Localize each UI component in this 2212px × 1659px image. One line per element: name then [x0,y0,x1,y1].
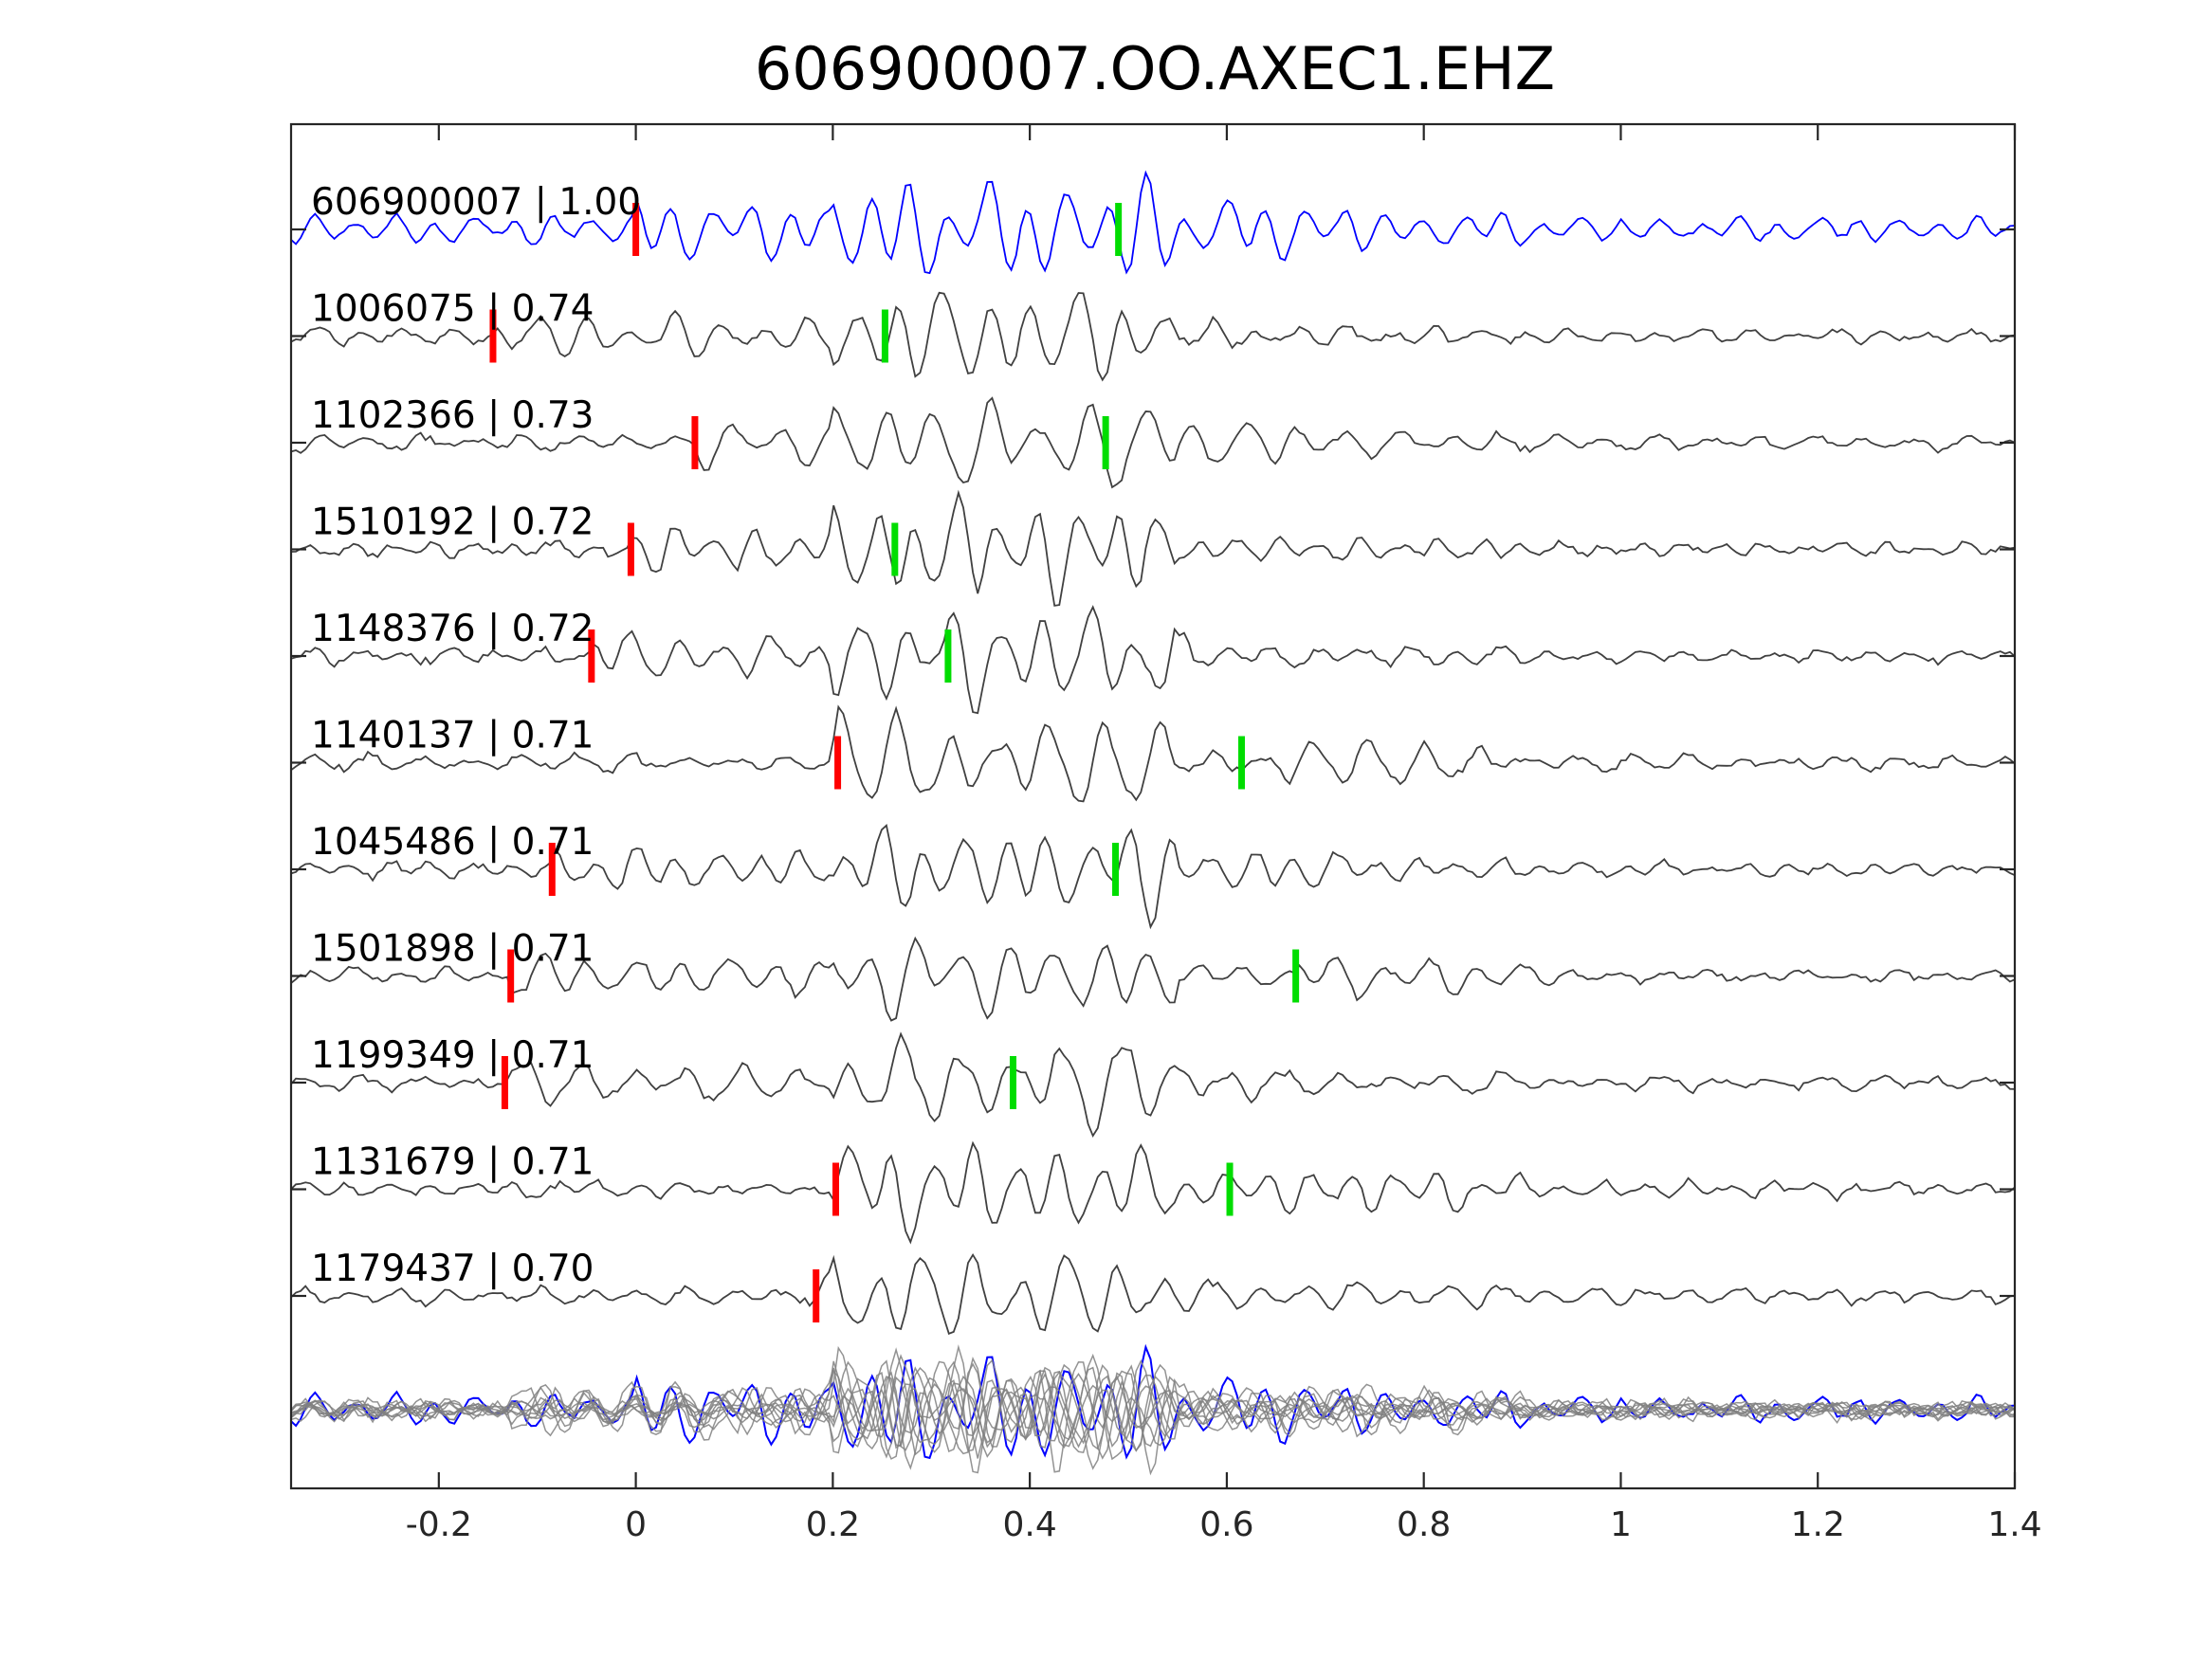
trace-1006075 [290,291,2016,382]
trace-1179437 [290,1252,2016,1335]
x-tick-label: 1.2 [1791,1505,1845,1544]
trace-label-1140137: 1140137 | 0.71 [311,715,594,757]
trace-label-1179437: 1179437 | 0.70 [311,1248,594,1290]
trace-label-1131679: 1131679 | 0.71 [311,1141,594,1184]
trace-label-1006075: 1006075 | 0.74 [311,288,594,331]
chart-title: 606900007.OO.AXEC1.EHZ [755,34,1555,103]
trace-606900007 [290,170,2016,275]
trace-label-1199349: 1199349 | 0.71 [311,1034,594,1077]
trace-1045486 [290,823,2016,930]
trace-label-1501898: 1501898 | 0.71 [311,928,594,971]
trace-1131679 [290,1140,2016,1245]
x-tick-label: 1.4 [1987,1505,2041,1544]
x-tick-label: 0.4 [1003,1505,1057,1544]
trace-1510192 [290,489,2016,607]
overlay-trace-1179437 [290,1362,2016,1453]
x-tick-label: -0.2 [406,1505,472,1544]
traces-layer [290,170,2016,1335]
stacked-overlay [290,1343,2016,1476]
x-tick-label: 0 [625,1505,647,1544]
trace-label-1102366: 1102366 | 0.73 [311,394,594,437]
overlay-trace-1510192 [290,1344,2016,1473]
trace-1102366 [290,396,2016,489]
x-axis-ticks: -0.2 0 0.2 0.4 0.6 0.8 1 1.2 1.4 [291,124,2042,1544]
trace-1140137 [290,704,2016,803]
trace-label-1510192: 1510192 | 0.72 [311,501,594,544]
overlay-trace-1501898 [290,1366,2016,1460]
x-tick-label: 0.2 [806,1505,860,1544]
trace-label-606900007: 606900007 | 1.00 [311,181,641,224]
labels-layer: 606900007 | 1.00 1006075 | 0.74 1102366 | … [311,181,641,1290]
x-tick-label: 0.8 [1397,1505,1451,1544]
trace-1501898 [290,936,2016,1022]
trace-1148376 [290,605,2016,715]
overlay-trace-1131679 [290,1357,2016,1470]
x-tick-label: 0.6 [1199,1505,1253,1544]
x-tick-label: 1 [1610,1505,1632,1544]
trace-label-1045486: 1045486 | 0.71 [311,821,594,864]
overlay-trace-1045486 [290,1359,2016,1476]
axes-frame [289,122,2017,1490]
picks-layer [489,203,1300,1322]
trace-1199349 [290,1031,2016,1139]
trace-label-1148376: 1148376 | 0.72 [311,608,594,650]
